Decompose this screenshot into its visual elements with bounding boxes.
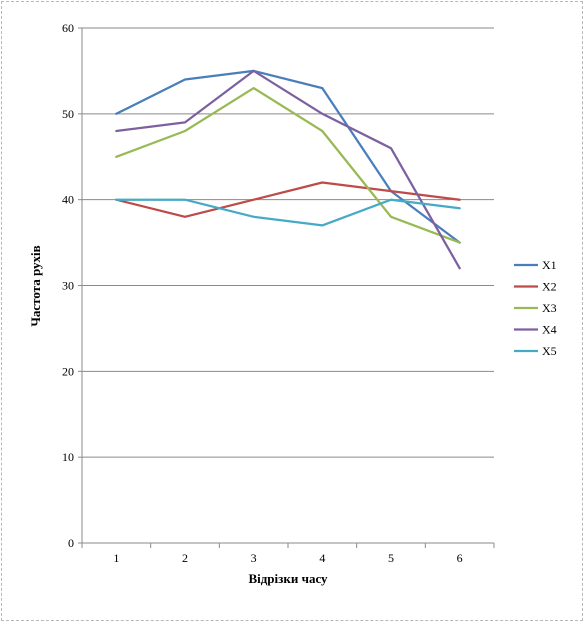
legend-label-x2: X2 <box>542 280 557 294</box>
legend: X1 X2 X3 X4 X5 <box>514 258 557 358</box>
x-tick-label: 3 <box>251 551 257 565</box>
series-line-x1 <box>115 69 461 244</box>
y-tick-label: 30 <box>62 279 74 293</box>
x-tick-label: 4 <box>319 551 325 565</box>
legend-label-x4: X4 <box>542 323 557 337</box>
series-lines <box>115 69 461 270</box>
y-tick-label: 10 <box>62 450 74 464</box>
legend-label-x1: X1 <box>542 258 557 272</box>
y-tick-labels: 0 10 20 30 40 50 60 <box>62 21 74 550</box>
legend-label-x5: X5 <box>542 344 557 358</box>
y-tick-label: 60 <box>62 21 74 35</box>
axes <box>78 27 495 548</box>
legend-label-x3: X3 <box>542 301 557 315</box>
series-line-x5 <box>115 198 461 227</box>
y-tick-label: 50 <box>62 107 74 121</box>
y-tick-label: 0 <box>68 536 74 550</box>
x-tick-labels: 1 2 3 4 5 6 <box>113 551 462 565</box>
x-tick-label: 6 <box>457 551 463 565</box>
x-axis-title: Відрізки часу <box>248 571 328 586</box>
series-line-x4 <box>115 69 461 270</box>
x-tick-label: 2 <box>182 551 188 565</box>
grid-lines <box>82 27 494 458</box>
y-tick-label: 20 <box>62 364 74 378</box>
x-tick-label: 5 <box>388 551 394 565</box>
y-tick-label: 40 <box>62 193 74 207</box>
series-line-x3 <box>115 86 461 244</box>
x-tick-label: 1 <box>113 551 119 565</box>
series-line-x2 <box>115 181 461 218</box>
y-axis-title: Частота рухів <box>28 245 43 326</box>
